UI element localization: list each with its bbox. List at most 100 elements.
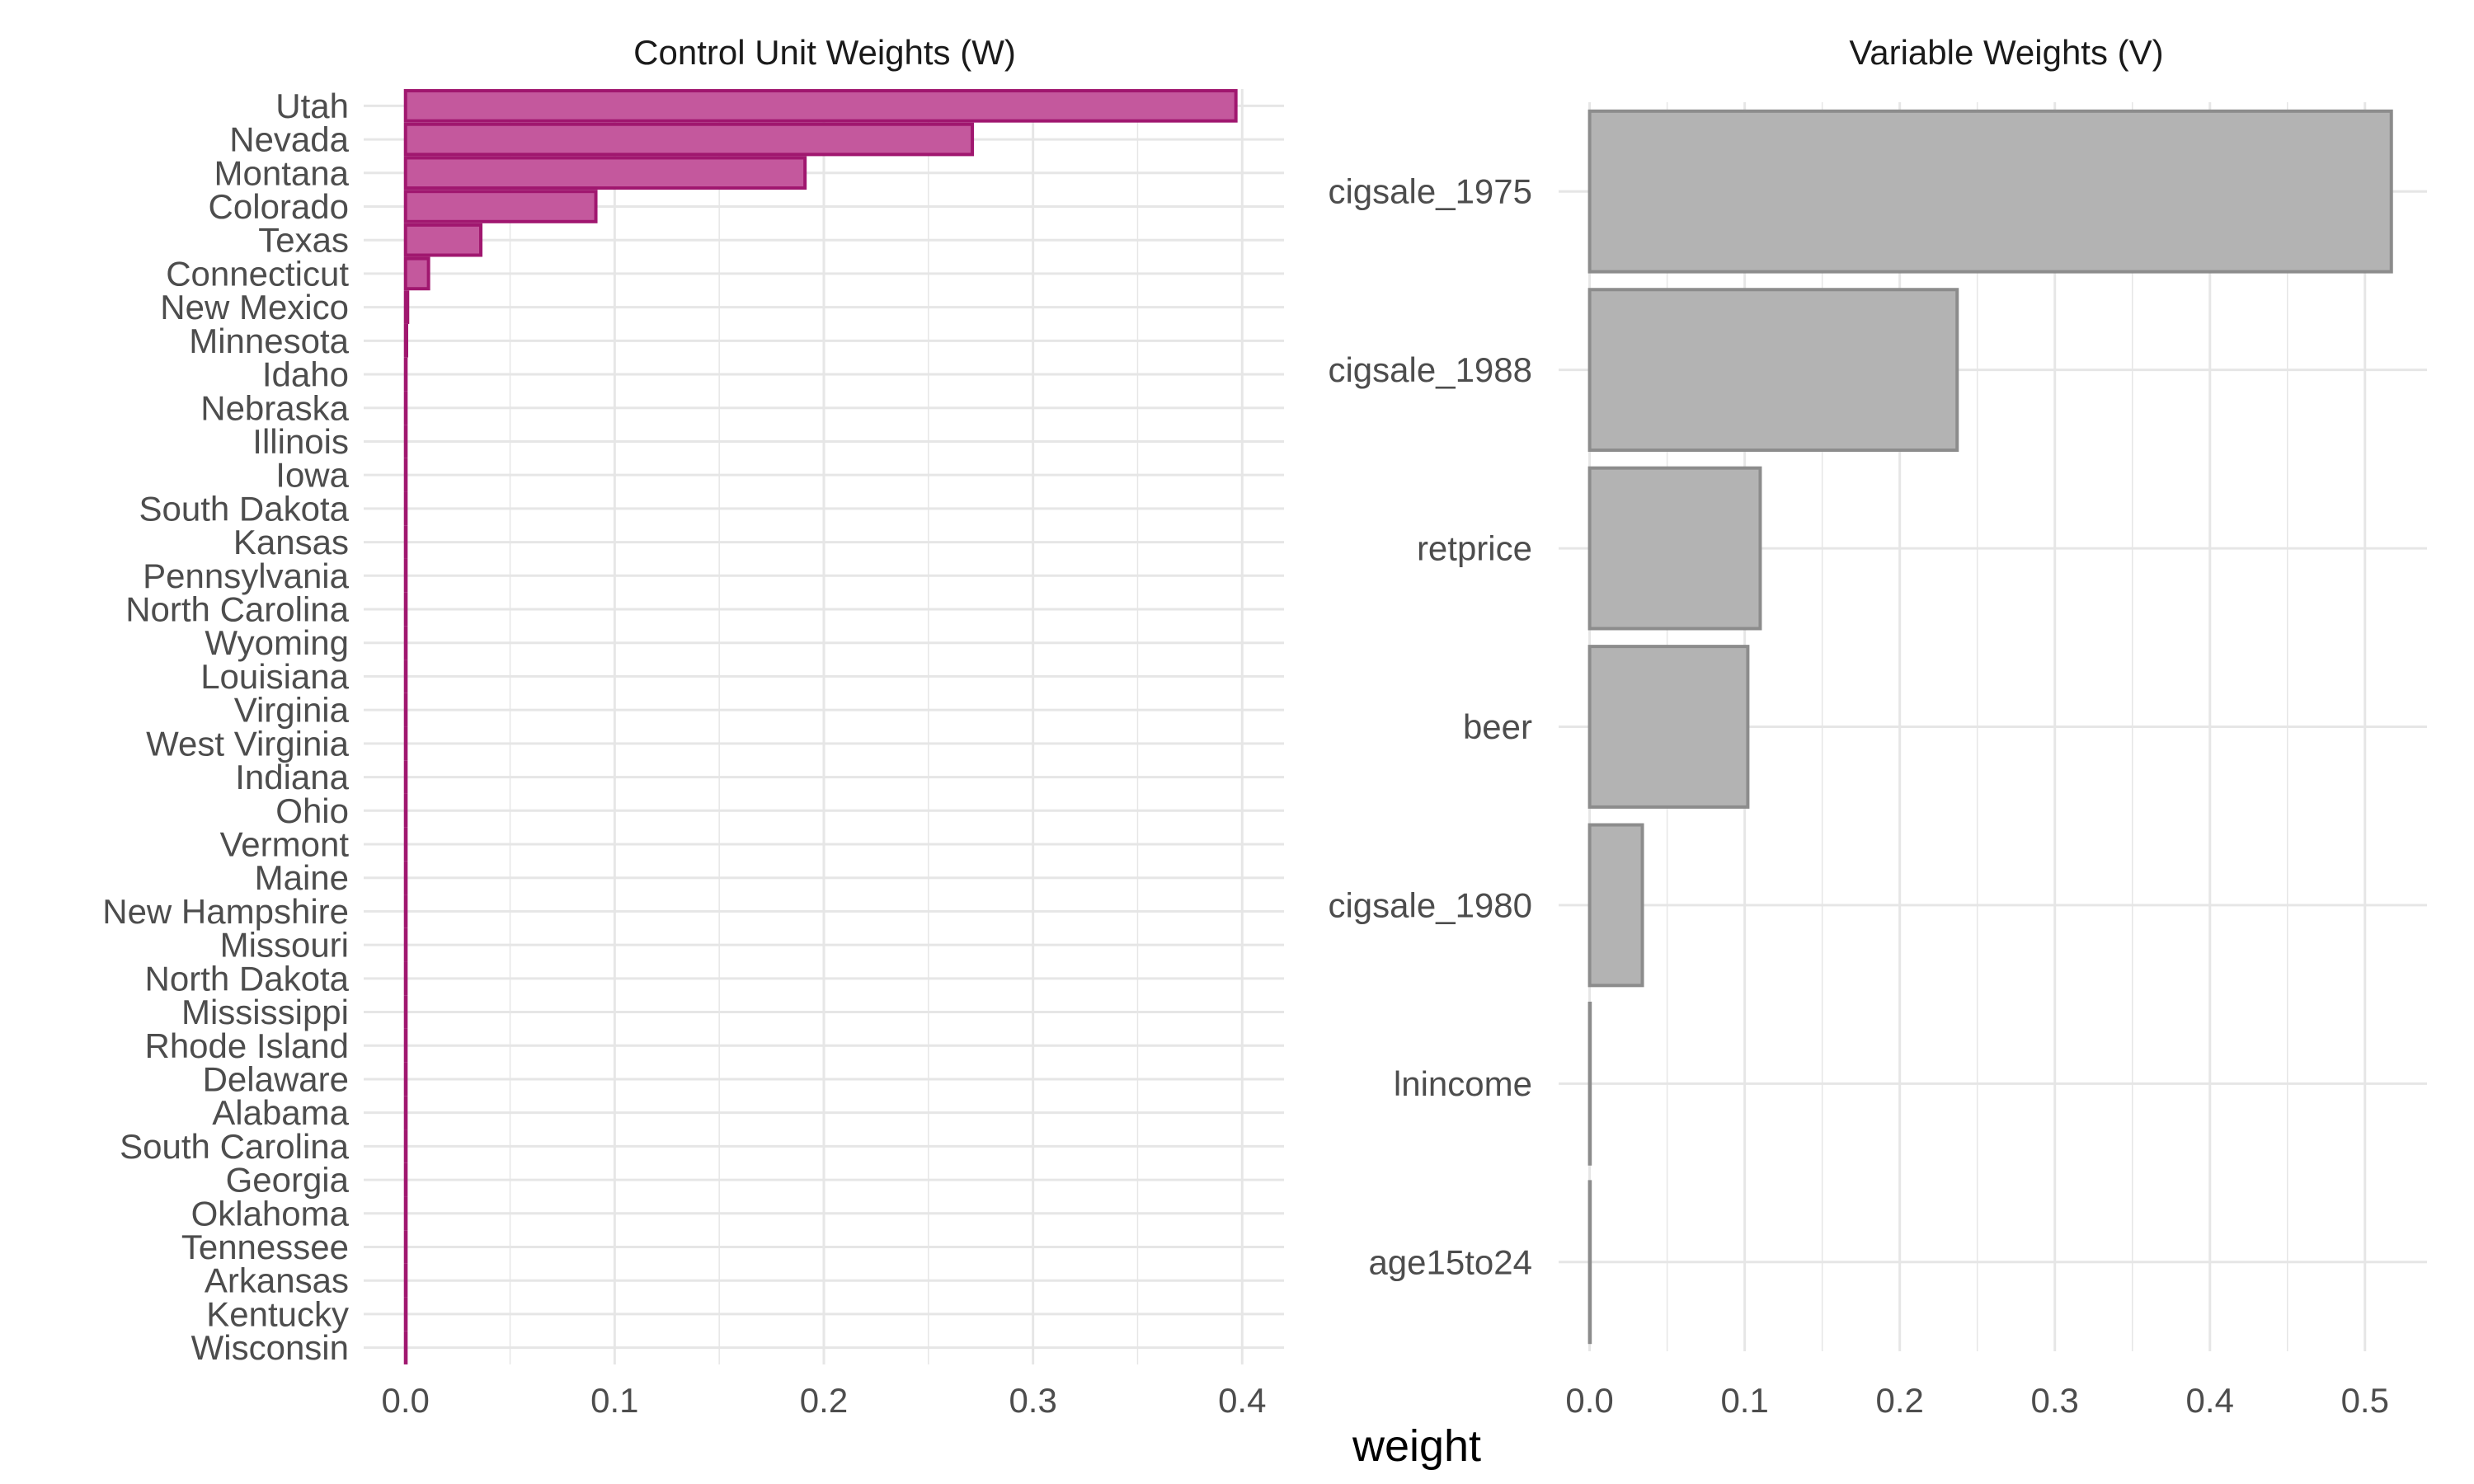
- v-bar: [1587, 466, 1762, 631]
- variable-weights-panel: Variable Weights (V) cigsale_1975cigsale…: [1328, 33, 2427, 1420]
- w-category-label: Mississippi: [181, 993, 349, 1031]
- w-bar: [403, 1129, 408, 1163]
- w-category-label: New Hampshire: [102, 892, 349, 931]
- w-gridlines: [364, 89, 1284, 1364]
- w-bar: [403, 861, 408, 895]
- w-category-label: Rhode Island: [144, 1026, 349, 1065]
- w-bar: [403, 223, 483, 257]
- w-bar: [403, 928, 408, 962]
- control-unit-weights-title: Control Unit Weights (W): [633, 33, 1016, 72]
- w-category-label: Oklahoma: [191, 1194, 350, 1233]
- w-category-label: South Carolina: [120, 1127, 349, 1166]
- v-category-label: retprice: [1417, 529, 1532, 568]
- w-category-label: Vermont: [220, 824, 350, 863]
- w-category-label: West Virginia: [146, 724, 350, 763]
- w-category-label: Connecticut: [166, 254, 349, 293]
- w-bar: [403, 425, 408, 458]
- w-bar: [403, 1263, 408, 1298]
- v-bar: [1587, 288, 1959, 453]
- w-bar: [403, 1230, 408, 1264]
- w-bar: [403, 995, 408, 1029]
- w-bars: [403, 89, 1238, 1364]
- w-bar: [403, 726, 408, 761]
- w-bar: [403, 290, 410, 324]
- w-x-tick-label: 0.1: [590, 1381, 638, 1420]
- w-category-label: North Dakota: [145, 959, 350, 998]
- w-category-label: Wisconsin: [191, 1328, 349, 1367]
- w-bar: [403, 491, 408, 526]
- variable-weights-title: Variable Weights (V): [1849, 33, 2163, 72]
- w-bar: [403, 1062, 408, 1097]
- w-category-label: Illinois: [252, 422, 349, 461]
- w-bar: [403, 1331, 408, 1364]
- v-category-label: beer: [1463, 707, 1532, 746]
- w-category-label: Alabama: [212, 1093, 349, 1132]
- w-bar: [403, 626, 408, 660]
- w-bar: [403, 256, 430, 291]
- v-x-tick-label: 0.5: [2341, 1381, 2389, 1420]
- w-category-label: Montana: [214, 153, 350, 192]
- v-category-label: cigsale_1980: [1328, 885, 1532, 924]
- w-category-label: Tennessee: [181, 1228, 349, 1266]
- w-bar: [403, 1196, 408, 1231]
- w-bar: [403, 391, 408, 425]
- w-category-label: Kansas: [233, 523, 349, 561]
- w-category-label: Arkansas: [205, 1261, 349, 1300]
- w-category-label: Texas: [258, 221, 349, 260]
- w-bar: [403, 357, 408, 392]
- w-category-label: New Mexico: [160, 288, 349, 326]
- w-bar: [403, 1028, 408, 1063]
- v-bar: [1587, 823, 1644, 988]
- w-bar: [403, 961, 408, 996]
- w-bar: [403, 760, 408, 794]
- w-category-label: Maine: [255, 858, 349, 897]
- w-bar: [403, 1297, 408, 1331]
- w-category-label: Kentucky: [206, 1294, 349, 1333]
- w-category-label: Ohio: [275, 791, 349, 830]
- w-category-label: Indiana: [235, 758, 349, 796]
- v-category-label: cigsale_1975: [1328, 172, 1532, 211]
- v-x-tick-labels: 0.0 0.1 0.2 0.3 0.4 0.5: [1565, 1381, 2389, 1420]
- v-category-labels: cigsale_1975 cigsale_1988 retprice beer cigs…: [1328, 172, 1532, 1282]
- w-bar: [403, 156, 807, 190]
- w-bar: [403, 122, 975, 157]
- w-bar: [403, 827, 408, 862]
- w-category-label: Idaho: [262, 355, 349, 394]
- w-category-label: Missouri: [220, 926, 349, 965]
- v-x-tick-label: 0.3: [2031, 1381, 2079, 1420]
- w-bar: [403, 190, 598, 223]
- w-category-label: Iowa: [275, 456, 349, 495]
- w-bar: [403, 660, 408, 693]
- w-x-tick-label: 0.4: [1218, 1381, 1266, 1420]
- v-category-label: lnincome: [1394, 1064, 1532, 1103]
- w-bar: [403, 1162, 408, 1197]
- v-category-label: age15to24: [1368, 1242, 1532, 1281]
- w-category-label: South Dakota: [139, 489, 349, 528]
- w-bar: [403, 793, 408, 828]
- w-category-labels: UtahNevadaMontanaColoradoTexasConnecticu…: [102, 87, 349, 1367]
- w-bar: [403, 592, 408, 627]
- w-category-label: Nebraska: [200, 388, 349, 427]
- w-category-label: North Carolina: [125, 590, 349, 629]
- v-x-tick-label: 0.0: [1565, 1381, 1613, 1420]
- v-category-label: cigsale_1988: [1328, 350, 1532, 389]
- control-unit-weights-panel: Control Unit Weights (W) UtahNevadaMonta…: [102, 33, 1284, 1420]
- w-x-tick-label: 0.2: [800, 1381, 848, 1420]
- v-bar: [1587, 1001, 1592, 1166]
- w-category-label: Georgia: [226, 1161, 350, 1200]
- w-category-label: Pennsylvania: [143, 556, 349, 595]
- v-bar: [1587, 1180, 1592, 1345]
- w-bar: [403, 89, 1238, 123]
- w-bar: [403, 1096, 408, 1129]
- v-bars: [1587, 109, 2393, 1345]
- v-x-tick-label: 0.1: [1720, 1381, 1768, 1420]
- w-category-label: Minnesota: [189, 322, 349, 360]
- w-category-label: Virginia: [234, 691, 350, 730]
- w-category-label: Delaware: [203, 1059, 349, 1098]
- v-x-tick-label: 0.4: [2186, 1381, 2234, 1420]
- w-bar: [403, 324, 408, 358]
- w-x-tick-label: 0.3: [1009, 1381, 1056, 1420]
- v-x-tick-label: 0.2: [1875, 1381, 1923, 1420]
- v-bar: [1587, 109, 2393, 274]
- w-bar: [403, 558, 408, 593]
